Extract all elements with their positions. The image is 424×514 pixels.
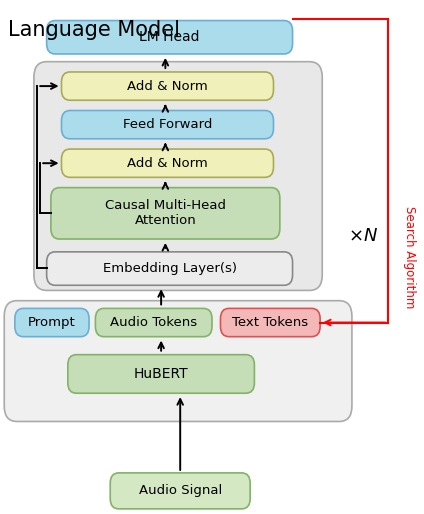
Text: Text Tokens: Text Tokens bbox=[232, 316, 308, 329]
FancyBboxPatch shape bbox=[15, 308, 89, 337]
Text: Add & Norm: Add & Norm bbox=[127, 157, 208, 170]
FancyBboxPatch shape bbox=[51, 188, 280, 239]
Text: $\times N$: $\times N$ bbox=[348, 227, 378, 246]
FancyBboxPatch shape bbox=[47, 252, 293, 285]
Text: Audio Tokens: Audio Tokens bbox=[110, 316, 197, 329]
FancyBboxPatch shape bbox=[68, 355, 254, 393]
FancyBboxPatch shape bbox=[110, 473, 250, 509]
FancyBboxPatch shape bbox=[4, 301, 352, 421]
Text: Language Model: Language Model bbox=[8, 20, 181, 40]
Text: Add & Norm: Add & Norm bbox=[127, 80, 208, 93]
Text: LM Head: LM Head bbox=[139, 30, 200, 44]
Text: Causal Multi-Head
Attention: Causal Multi-Head Attention bbox=[105, 199, 226, 227]
FancyBboxPatch shape bbox=[61, 111, 273, 139]
Text: Feed Forward: Feed Forward bbox=[123, 118, 212, 131]
FancyBboxPatch shape bbox=[95, 308, 212, 337]
FancyBboxPatch shape bbox=[47, 21, 293, 54]
Text: HuBERT: HuBERT bbox=[134, 367, 188, 381]
FancyBboxPatch shape bbox=[61, 72, 273, 100]
FancyBboxPatch shape bbox=[220, 308, 320, 337]
Text: Search Algorithm: Search Algorithm bbox=[403, 206, 416, 308]
Text: Audio Signal: Audio Signal bbox=[139, 484, 222, 498]
Text: Prompt: Prompt bbox=[28, 316, 76, 329]
Text: Embedding Layer(s): Embedding Layer(s) bbox=[103, 262, 237, 275]
FancyBboxPatch shape bbox=[61, 149, 273, 177]
FancyBboxPatch shape bbox=[34, 62, 322, 290]
